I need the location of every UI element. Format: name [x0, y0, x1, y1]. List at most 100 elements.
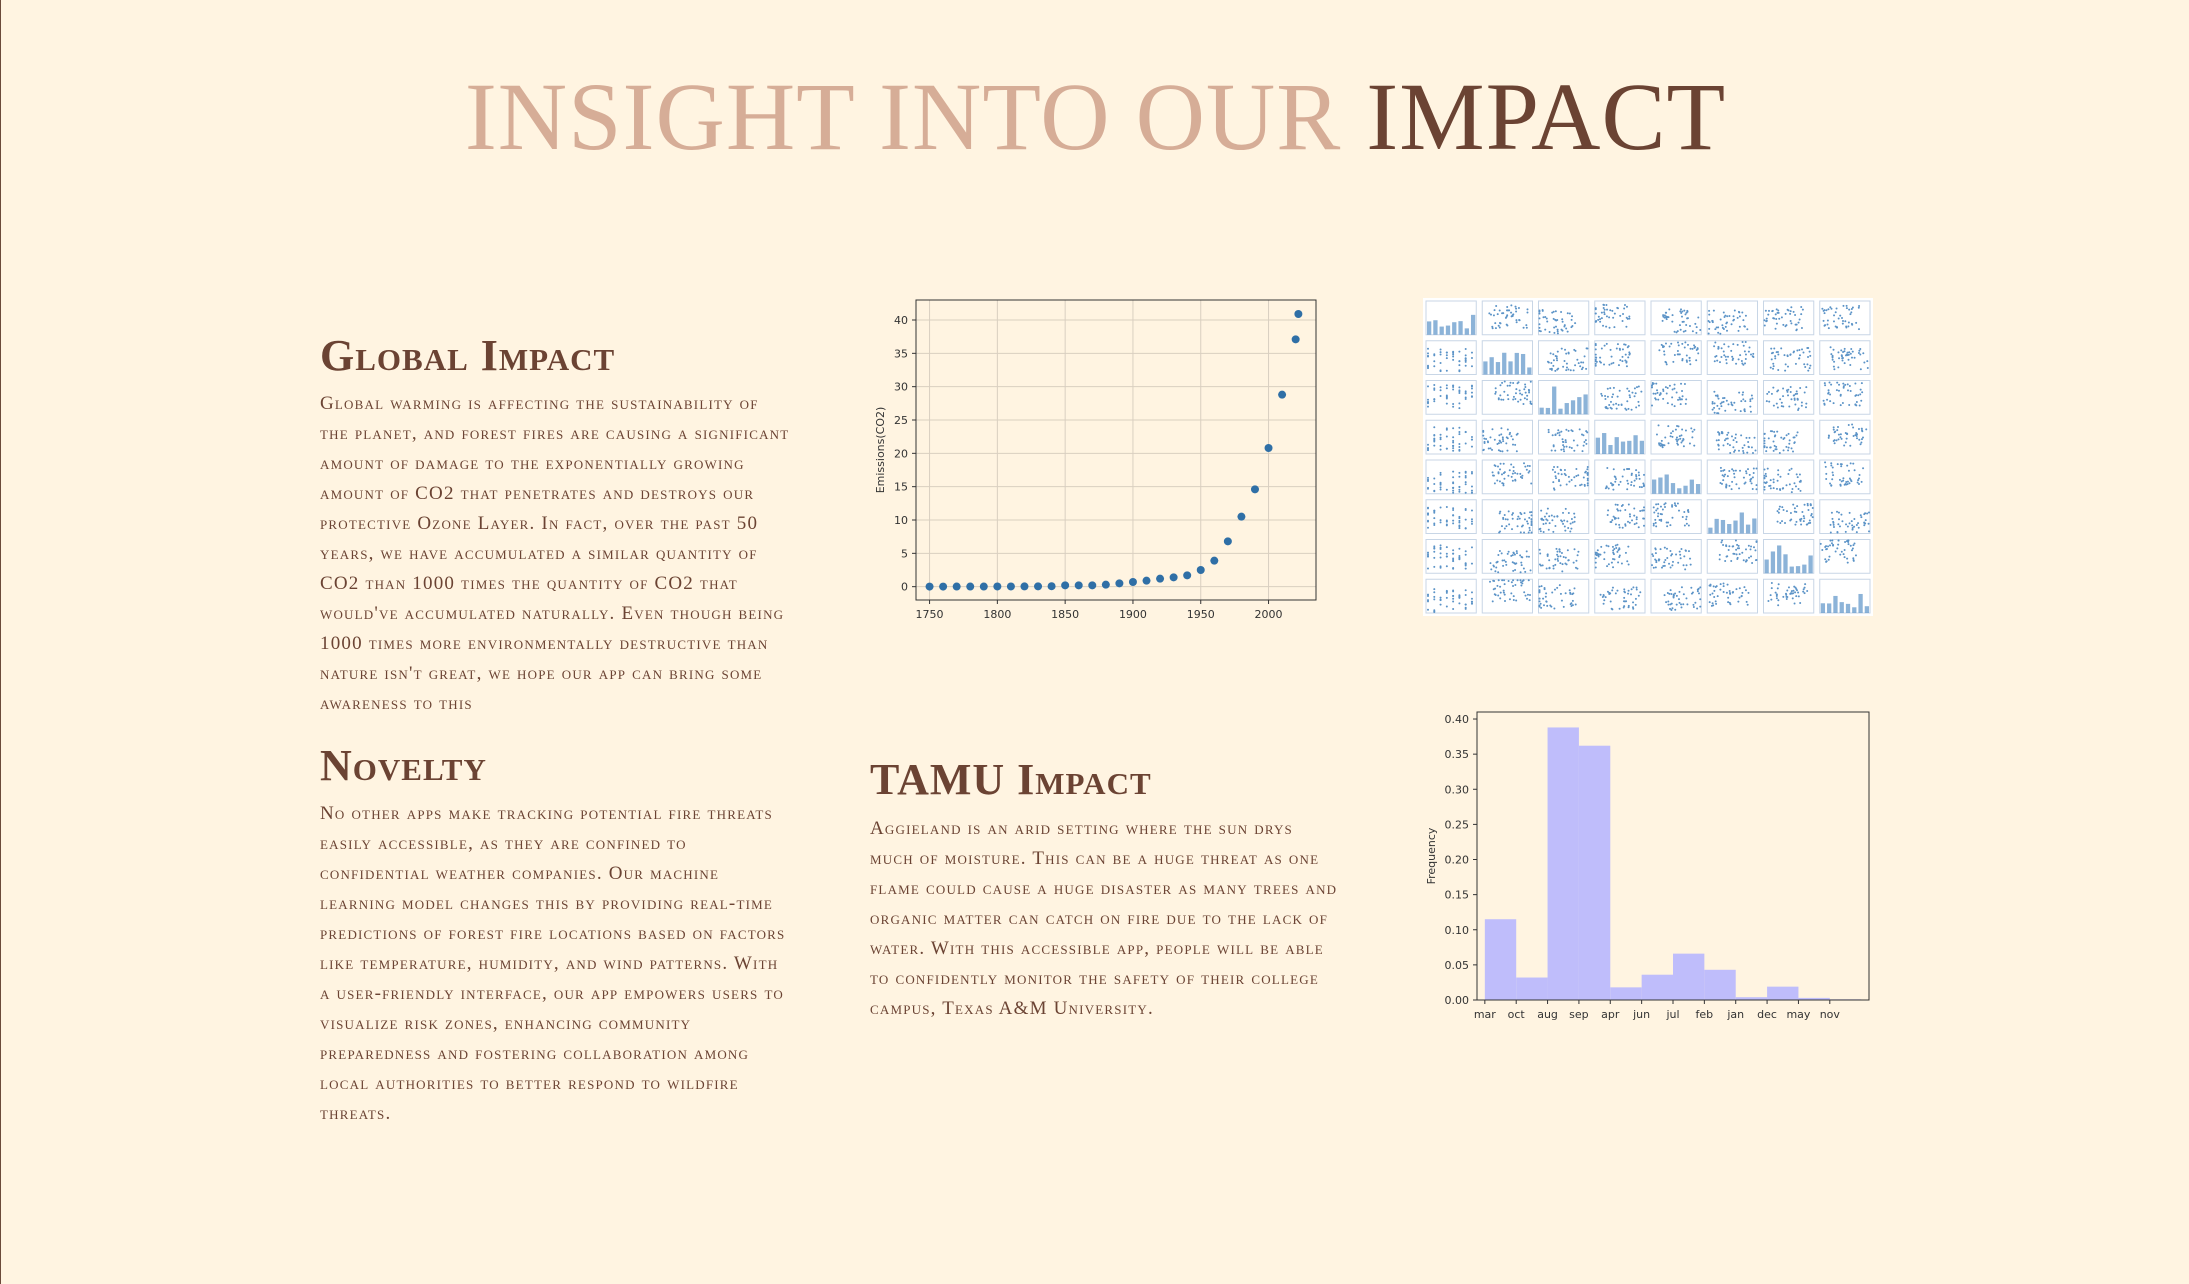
- matrix-point: [1561, 520, 1564, 523]
- matrix-point: [1512, 569, 1515, 572]
- matrix-point: [1628, 353, 1631, 356]
- matrix-point: [1433, 439, 1436, 442]
- matrix-point: [1548, 522, 1551, 525]
- matrix-point: [1427, 513, 1429, 516]
- matrix-point: [1497, 449, 1500, 452]
- matrix-point: [1671, 396, 1674, 399]
- matrix-point: [1670, 602, 1673, 605]
- matrix-point: [1860, 382, 1863, 385]
- matrix-point: [1483, 441, 1486, 444]
- matrix-point: [1829, 531, 1832, 534]
- matrix-point: [1827, 545, 1830, 548]
- matrix-point: [1539, 530, 1542, 533]
- matrix-point: [1512, 466, 1515, 469]
- matrix-hist-bar: [1570, 400, 1576, 415]
- matrix-point: [1769, 487, 1772, 490]
- matrix-point: [1526, 520, 1529, 523]
- matrix-point: [1452, 489, 1455, 492]
- matrix-point: [1777, 511, 1780, 514]
- matrix-point: [1516, 579, 1519, 582]
- matrix-point: [1846, 433, 1849, 436]
- matrix-point: [1616, 343, 1619, 346]
- matrix-hist-bar: [1489, 357, 1494, 375]
- global-impact-heading: Global Impact: [320, 331, 616, 380]
- matrix-point: [1567, 512, 1570, 515]
- matrix-point: [1508, 598, 1511, 601]
- matrix-point: [1750, 446, 1753, 449]
- matrix-hist-bar: [1795, 566, 1801, 574]
- matrix-point: [1615, 402, 1618, 405]
- matrix-point: [1724, 473, 1727, 476]
- matrix-point: [1851, 524, 1854, 527]
- matrix-cell: [1538, 499, 1590, 534]
- monthly-frequency-chart: mar oct aug sep apr jun jul feb jan dec may nov 0.00…: [1421, 700, 1881, 1045]
- matrix-point: [1631, 391, 1634, 394]
- matrix-point: [1551, 591, 1554, 594]
- matrix-point: [1503, 527, 1506, 530]
- matrix-point: [1840, 480, 1843, 483]
- matrix-point: [1600, 392, 1603, 395]
- matrix-point: [1538, 310, 1541, 313]
- matrix-point: [1666, 591, 1669, 594]
- matrix-point: [1721, 324, 1724, 327]
- matrix-point: [1605, 315, 1608, 318]
- matrix-point: [1554, 475, 1557, 478]
- matrix-point: [1546, 554, 1549, 557]
- matrix-point: [1499, 591, 1502, 594]
- matrix-point: [1599, 361, 1602, 364]
- matrix-cell: [1425, 459, 1477, 495]
- matrix-point: [1539, 330, 1542, 333]
- matrix-point: [1663, 314, 1666, 317]
- matrix-point: [1594, 364, 1597, 367]
- matrix-point: [1735, 553, 1738, 556]
- matrix-point: [1664, 342, 1667, 345]
- matrix-point: [1470, 509, 1473, 512]
- matrix-point: [1604, 398, 1607, 401]
- matrix-point: [1638, 477, 1641, 480]
- matrix-point: [1805, 386, 1808, 389]
- matrix-point: [1500, 433, 1503, 436]
- matrix-point: [1445, 427, 1448, 430]
- matrix-point: [1452, 595, 1455, 598]
- matrix-point: [1545, 600, 1548, 603]
- matrix-point: [1802, 351, 1805, 354]
- matrix-point: [1659, 392, 1662, 395]
- matrix-point: [1827, 558, 1830, 561]
- matrix-point: [1523, 397, 1526, 400]
- matrix-point: [1562, 511, 1565, 514]
- matrix-point: [1827, 436, 1830, 439]
- matrix-point: [1599, 320, 1602, 323]
- matrix-point: [1800, 327, 1803, 330]
- matrix-point: [1445, 402, 1448, 405]
- matrix-point: [1635, 386, 1638, 389]
- matrix-point: [1657, 503, 1660, 506]
- matrix-point: [1603, 308, 1606, 311]
- matrix-point: [1845, 307, 1848, 310]
- matrix-point: [1806, 589, 1809, 592]
- y-tick-label: 20: [894, 447, 908, 460]
- matrix-point: [1712, 585, 1715, 588]
- matrix-hist-bar: [1670, 483, 1676, 494]
- matrix-cell: [1763, 419, 1815, 455]
- matrix-point: [1452, 476, 1455, 479]
- matrix-point: [1619, 509, 1622, 512]
- x-tick-label: mar: [1474, 1008, 1496, 1021]
- matrix-point: [1845, 437, 1848, 440]
- matrix-point: [1862, 467, 1865, 470]
- matrix-point: [1691, 347, 1694, 350]
- matrix-point: [1809, 364, 1812, 367]
- matrix-point: [1838, 525, 1841, 528]
- matrix-point: [1726, 437, 1729, 440]
- matrix-point: [1445, 596, 1448, 599]
- matrix-point: [1776, 311, 1779, 314]
- matrix-point: [1503, 593, 1506, 596]
- matrix-cell: [1538, 340, 1590, 375]
- matrix-point: [1794, 523, 1797, 526]
- matrix-point: [1635, 406, 1638, 409]
- matrix-point: [1427, 595, 1429, 598]
- matrix-point: [1723, 343, 1726, 346]
- matrix-point: [1777, 583, 1780, 586]
- matrix-point: [1573, 449, 1576, 452]
- matrix-point: [1624, 524, 1627, 527]
- matrix-point: [1559, 484, 1562, 487]
